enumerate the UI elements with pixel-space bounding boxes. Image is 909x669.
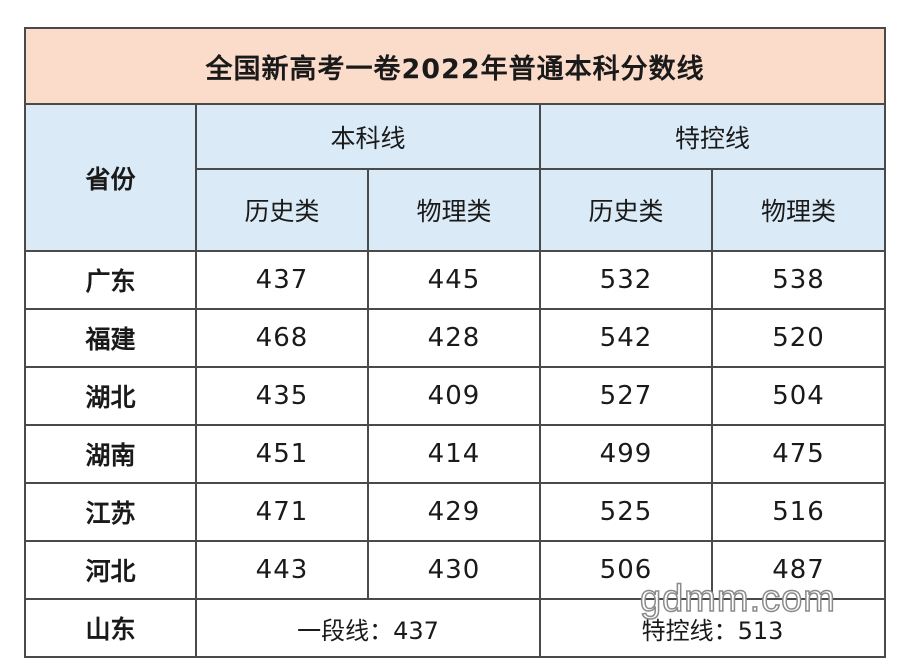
benke-history-cell: 451	[195, 424, 369, 484]
table-title: 全国新高考一卷2022年普通本科分数线	[23, 27, 887, 105]
shandong-benke-cell: 一段线：437	[195, 598, 541, 658]
table-row: 河北 443 430 506 487	[24, 540, 887, 600]
benke-header: 本科线	[195, 103, 541, 170]
benke-physics-cell: 430	[367, 540, 541, 600]
province-cell: 福建	[24, 308, 197, 368]
province-cell: 江苏	[24, 482, 197, 542]
province-cell: 湖北	[24, 366, 197, 426]
benke-history-cell: 468	[195, 308, 369, 368]
header-row-top: 省份 本科线 特控线	[24, 103, 887, 252]
benke-physics-cell: 445	[367, 250, 541, 310]
tekong-physics-cell: 520	[710, 308, 887, 368]
benke-history-header: 历史类	[195, 168, 369, 252]
province-cell: 广东	[24, 250, 197, 310]
title-row: 全国新高考一卷2022年普通本科分数线	[23, 27, 887, 105]
benke-history-cell: 443	[195, 540, 369, 600]
table-row: 广东 437 445 532 538	[24, 250, 887, 310]
benke-physics-cell: 409	[367, 366, 541, 426]
tekong-history-cell: 542	[539, 308, 713, 368]
shandong-row: 山东 一段线：437 特控线：513	[24, 598, 887, 658]
tekong-history-cell: 527	[539, 366, 713, 426]
header-row-sub: 历史类 物理类 历史类 物理类	[25, 168, 887, 252]
table-row: 福建 468 428 542 520	[24, 308, 887, 368]
benke-history-cell: 437	[195, 250, 369, 310]
table-row: 江苏 471 429 525 516	[24, 482, 887, 542]
tekong-history-cell: 532	[539, 250, 713, 310]
province-cell: 山东	[24, 598, 197, 658]
tekong-history-cell: 506	[539, 540, 713, 600]
benke-history-cell: 471	[195, 482, 369, 542]
province-cell: 河北	[24, 540, 197, 600]
table-row: 湖南 451 414 499 475	[24, 424, 887, 484]
tekong-history-header: 历史类	[539, 168, 713, 252]
tekong-header: 特控线	[538, 103, 887, 170]
tekong-physics-cell: 475	[710, 424, 887, 484]
province-cell: 湖南	[24, 424, 197, 484]
shandong-tekong-cell: 特控线：513	[538, 598, 887, 658]
score-table: 全国新高考一卷2022年普通本科分数线 省份 本科线 特控线 历史类 物理类 历…	[23, 27, 887, 658]
table-row: 湖北 435 409 527 504	[24, 366, 887, 426]
tekong-physics-cell: 516	[710, 482, 887, 542]
benke-physics-header: 物理类	[367, 168, 541, 252]
tekong-history-cell: 525	[539, 482, 713, 542]
benke-history-cell: 435	[195, 366, 369, 426]
province-header: 省份	[24, 103, 197, 252]
benke-physics-cell: 429	[367, 482, 541, 542]
benke-physics-cell: 414	[367, 424, 541, 484]
tekong-physics-cell: 538	[710, 250, 887, 310]
benke-physics-cell: 428	[367, 308, 541, 368]
tekong-physics-cell: 487	[710, 540, 887, 600]
tekong-physics-cell: 504	[710, 366, 887, 426]
tekong-physics-header: 物理类	[710, 168, 887, 252]
tekong-history-cell: 499	[539, 424, 713, 484]
